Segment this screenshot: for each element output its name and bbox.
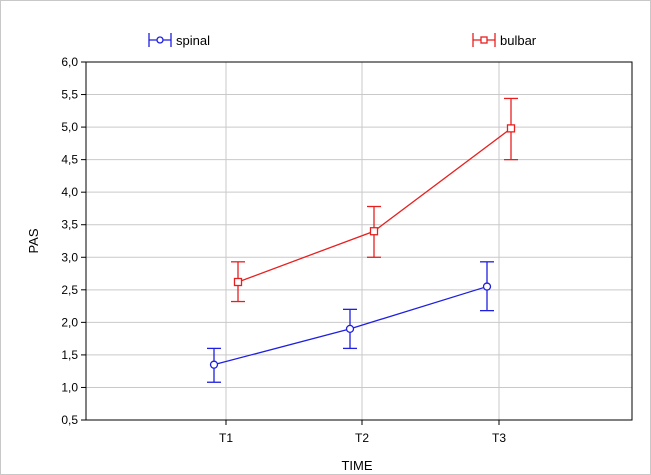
series-bulbar <box>231 97 518 303</box>
data-point <box>482 282 492 291</box>
legend-marker <box>156 36 164 44</box>
x-tick-label: T3 <box>492 431 506 445</box>
y-tick-label: 3,5 <box>61 218 78 232</box>
y-tick-label: 0,5 <box>61 413 78 427</box>
series-spinal <box>207 261 494 383</box>
x-tick-label: T1 <box>219 431 233 445</box>
y-tick-label: 4,0 <box>61 185 78 199</box>
legend: spinal bulbar <box>148 33 537 48</box>
legend-marker <box>480 36 488 44</box>
y-tick-label: 2,5 <box>61 283 78 297</box>
y-axis-label: PAS <box>26 228 41 253</box>
y-tick-label: 5,0 <box>61 120 78 134</box>
legend-item-bulbar: bulbar <box>472 33 537 48</box>
x-axis-ticks: T1 T2 T3 <box>219 420 506 445</box>
data-point <box>369 227 379 236</box>
y-tick-label: 2,0 <box>61 315 78 329</box>
data-point <box>209 360 219 369</box>
data-point <box>506 124 516 133</box>
y-tick-label: 5,5 <box>61 88 78 102</box>
y-tick-label: 1,0 <box>61 380 78 394</box>
data-point <box>233 277 243 287</box>
y-tick-label: 4,5 <box>61 153 78 167</box>
legend-label: bulbar <box>500 33 537 48</box>
x-axis-label: TIME <box>341 458 372 473</box>
y-tick-label: 1,5 <box>61 348 78 362</box>
y-tick-label: 6,0 <box>61 55 78 69</box>
legend-label: spinal <box>176 33 210 48</box>
plot-border <box>85 61 633 421</box>
series-layer <box>207 97 518 383</box>
y-tick-label: 3,0 <box>61 250 78 264</box>
x-tick-label: T2 <box>355 431 369 445</box>
legend-item-spinal: spinal <box>148 33 210 48</box>
data-point <box>345 324 355 334</box>
plot-area <box>86 62 632 420</box>
y-axis-ticks: 0,5 1,0 1,5 2,0 2,5 3,0 3,5 4,0 4,5 5,0 5,5 6,0 <box>61 55 86 427</box>
